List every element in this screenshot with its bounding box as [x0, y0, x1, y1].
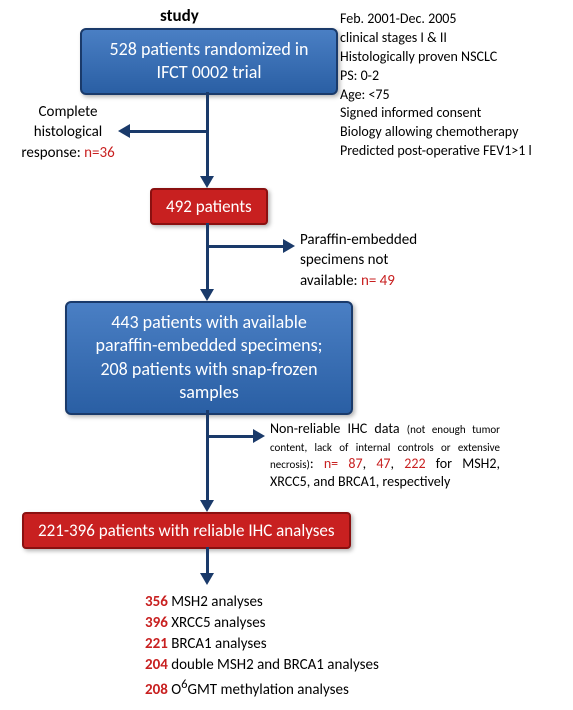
ex3-n1: n= 87: [324, 455, 363, 472]
results-list: 356 MSH2 analyses 396 XRCC5 analyses 221…: [145, 592, 495, 701]
box-492-patients: 492 patients: [150, 188, 268, 225]
arrow-down-icon: [200, 573, 214, 585]
arrow-right-icon: [253, 429, 265, 443]
connector: [206, 223, 209, 291]
connector: [206, 92, 209, 178]
exclude2-l2: specimens not: [300, 250, 480, 270]
box-randomized: 528 patients randomized in IFCT 0002 tri…: [80, 28, 338, 95]
exclude-nonreliable: Non-reliable IHC data (not enough tumor …: [270, 420, 500, 490]
exclude1-l2: histological: [18, 122, 118, 142]
connector: [207, 245, 285, 248]
criteria-line: clinical stages I & II: [340, 29, 560, 48]
box3-l4: samples: [79, 381, 339, 404]
flowchart-container: study Feb. 2001-Dec. 2005 clinical stage…: [10, 10, 563, 700]
box3-l1: 443 patients with available: [79, 311, 339, 334]
inclusion-criteria: Feb. 2001-Dec. 2005 clinical stages I & …: [340, 10, 560, 161]
exclude-specimens: Paraffin-embedded specimens not availabl…: [300, 230, 480, 291]
criteria-line: Feb. 2001-Dec. 2005: [340, 10, 560, 29]
criteria-line: Age: <75: [340, 86, 560, 105]
box1-line2: IFCT 0002 trial: [94, 61, 324, 84]
result-row: 204 double MSH2 and BRCA1 analyses: [145, 655, 495, 676]
box3-l2: paraffin-embedded specimens;: [79, 334, 339, 357]
connector: [206, 547, 209, 575]
ex3-lead: Non-reliable IHC data: [270, 420, 407, 437]
partial-title: study: [160, 5, 199, 28]
connector: [207, 435, 255, 438]
ex3-c: ,: [391, 455, 405, 472]
criteria-line: Histologically proven NSCLC: [340, 48, 560, 67]
connector: [206, 410, 209, 502]
exclude2-l1: Paraffin-embedded: [300, 230, 480, 250]
exclude-histological: Complete histological response: n=36: [18, 102, 118, 163]
ex3-n3: 222: [404, 455, 425, 472]
result-row: 221 BRCA1 analyses: [145, 634, 495, 655]
criteria-line: PS: 0-2: [340, 67, 560, 86]
ex3-n2: 47: [376, 455, 390, 472]
result-row: 396 XRCC5 analyses: [145, 613, 495, 634]
box-reliable-analyses: 221-396 patients with reliable IHC analy…: [22, 512, 351, 549]
criteria-line: Signed informed consent: [340, 104, 560, 123]
arrow-right-icon: [283, 239, 295, 253]
exclude1-l1: Complete: [18, 102, 118, 122]
result-row: 208 O6GMT methylation analyses: [145, 676, 495, 701]
arrow-down-icon: [200, 500, 214, 512]
connector: [130, 130, 208, 133]
ex3-colon: :: [310, 455, 324, 472]
criteria-line: Biology allowing chemotherapy: [340, 123, 560, 142]
ex3-c: ,: [363, 455, 377, 472]
arrow-down-icon: [200, 176, 214, 188]
arrow-left-icon: [118, 124, 130, 138]
box3-l3: 208 patients with snap-frozen: [79, 358, 339, 381]
result-row: 356 MSH2 analyses: [145, 592, 495, 613]
exclude2-l3: available: n= 49: [300, 271, 480, 291]
box-available-specimens: 443 patients with available paraffin-emb…: [65, 301, 353, 415]
box1-line1: 528 patients randomized in: [94, 38, 324, 61]
arrow-down-icon: [200, 289, 214, 301]
criteria-line: Predicted post-operative FEV1>1 l: [340, 142, 560, 161]
exclude1-l3: response: n=36: [18, 143, 118, 163]
